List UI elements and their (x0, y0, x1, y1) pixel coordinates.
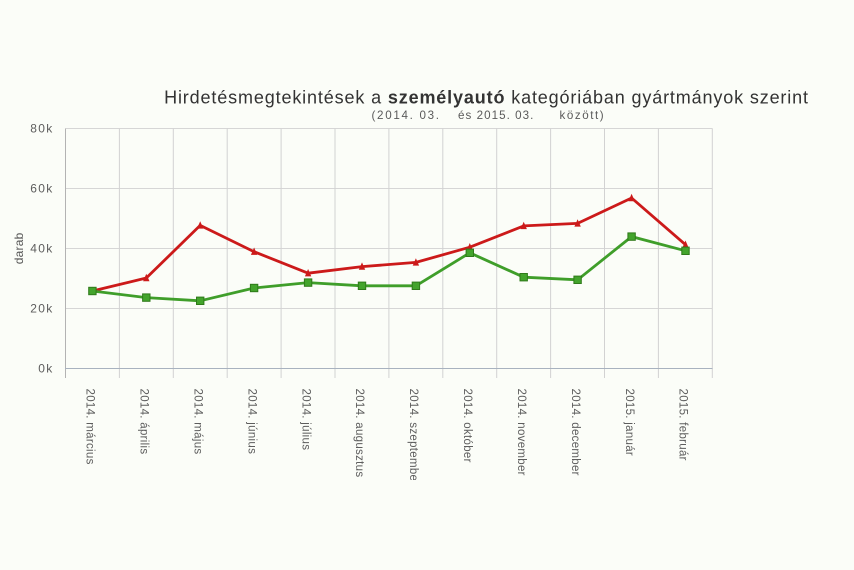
svg-text:2015. január: 2015. január (623, 389, 635, 457)
svg-text:2014. május: 2014. május (191, 389, 203, 455)
svg-text:Hirdetésmegtekintések a személ: Hirdetésmegtekintések a személyautó kate… (164, 88, 809, 108)
svg-text:2014. szeptember: 2014. szeptember (407, 389, 419, 486)
svg-text:60k: 60k (30, 181, 53, 195)
svg-text:(2014. 03.: (2014. 03. (372, 109, 441, 122)
svg-text:2014. április: 2014. április (138, 389, 150, 455)
svg-text:2014. március: 2014. március (84, 389, 96, 465)
svg-text:2015. február: 2015. február (677, 389, 689, 461)
svg-text:2014. június: 2014. június (245, 389, 257, 455)
svg-text:20k: 20k (30, 301, 53, 315)
svg-text:40k: 40k (30, 241, 53, 255)
svg-text:2014. július: 2014. július (299, 389, 311, 451)
svg-text:2014. augusztus: 2014. augusztus (353, 389, 365, 478)
svg-text:2014. október: 2014. október (461, 389, 473, 463)
svg-text:80k: 80k (30, 121, 53, 135)
svg-text:között): között) (560, 109, 606, 122)
svg-text:0k: 0k (38, 361, 53, 375)
svg-text:2014. november: 2014. november (515, 389, 527, 476)
svg-text:darab: darab (12, 232, 26, 264)
svg-text:2014. december: 2014. december (569, 389, 581, 476)
svg-text:és 2015. 03.: és 2015. 03. (458, 109, 534, 122)
